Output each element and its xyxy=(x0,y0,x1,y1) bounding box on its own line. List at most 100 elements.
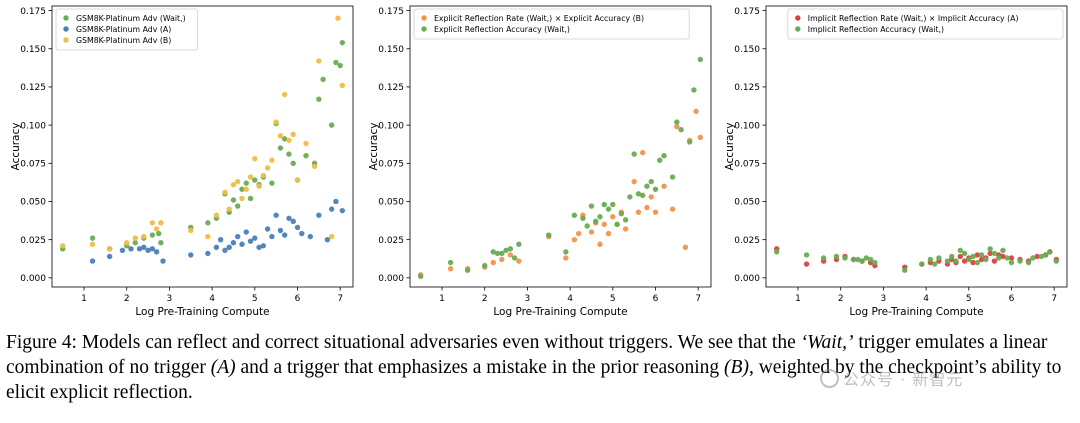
data-point xyxy=(639,149,646,156)
data-point xyxy=(1017,258,1023,264)
data-point xyxy=(546,232,552,238)
caption-text-2: trigger emulates a linear combination of… xyxy=(6,332,1048,378)
y-tick-label: 0.150 xyxy=(378,45,404,55)
data-point xyxy=(316,96,322,102)
data-point xyxy=(447,265,454,272)
data-point xyxy=(944,258,951,264)
data-point xyxy=(949,253,955,260)
data-point xyxy=(252,235,258,241)
data-point xyxy=(149,246,156,252)
data-point xyxy=(273,119,279,125)
x-tick-label: 7 xyxy=(1051,294,1057,304)
legend-marker xyxy=(63,26,69,32)
data-point xyxy=(328,233,335,240)
plot-frame xyxy=(51,5,354,288)
data-point xyxy=(563,249,569,255)
data-point xyxy=(239,241,245,247)
data-point xyxy=(290,131,296,137)
legend: Implicit Reflection Rate (Wait,) × Impli… xyxy=(787,8,1064,40)
data-point xyxy=(141,233,147,240)
data-point xyxy=(631,178,637,185)
data-point xyxy=(188,227,194,234)
data-point xyxy=(648,178,654,185)
data-point xyxy=(833,253,840,260)
data-point xyxy=(256,183,262,189)
x-axis-label: Log Pre-Training Compute xyxy=(135,306,269,318)
data-point xyxy=(961,258,968,264)
data-point xyxy=(239,186,245,192)
data-point xyxy=(243,186,249,192)
data-point xyxy=(339,207,346,214)
data-point xyxy=(303,140,309,147)
data-point xyxy=(674,123,680,130)
x-tick-label: 6 xyxy=(653,294,659,304)
data-point xyxy=(669,206,676,212)
data-point xyxy=(563,255,569,261)
data-point xyxy=(978,252,985,258)
y-tick-label: 0.100 xyxy=(20,121,46,131)
data-point xyxy=(601,221,607,228)
data-point xyxy=(693,108,699,115)
data-point xyxy=(222,189,228,196)
data-point xyxy=(286,137,292,144)
x-tick-label: 3 xyxy=(881,294,887,304)
data-point xyxy=(499,256,505,263)
y-tick-label: 0.150 xyxy=(734,45,760,55)
data-point xyxy=(652,209,659,215)
y-tick-label: 0.025 xyxy=(378,236,404,246)
legend-marker xyxy=(795,26,801,32)
legend-marker xyxy=(421,26,427,32)
data-point xyxy=(153,249,160,255)
y-tick-label: 0.050 xyxy=(20,198,46,208)
data-point xyxy=(631,151,637,157)
data-point xyxy=(682,244,689,250)
data-point xyxy=(872,259,878,266)
caption-label: Figure 4: xyxy=(6,332,77,353)
y-tick-label: 0.125 xyxy=(734,83,760,93)
data-point xyxy=(124,240,130,246)
data-point xyxy=(1034,253,1040,260)
data-point xyxy=(106,253,113,260)
y-tick-label: 0.000 xyxy=(378,274,404,284)
data-point xyxy=(597,214,603,220)
data-point xyxy=(635,191,642,197)
data-point xyxy=(1000,247,1006,254)
wechat-logo-icon xyxy=(820,369,839,388)
data-point xyxy=(978,256,985,263)
data-point xyxy=(149,220,156,226)
data-point xyxy=(141,244,147,250)
x-tick-label: 4 xyxy=(567,294,573,304)
x-axis-label: Log Pre-Training Compute xyxy=(849,306,983,318)
data-point xyxy=(936,255,942,261)
data-point xyxy=(286,151,292,157)
x-tick-label: 3 xyxy=(525,294,531,304)
data-point xyxy=(316,212,322,218)
x-tick-label: 2 xyxy=(482,294,488,304)
data-point xyxy=(803,252,810,258)
data-point xyxy=(820,255,827,261)
data-point xyxy=(188,252,194,258)
data-point xyxy=(803,261,810,267)
watermark: 公众号 · 新智元 xyxy=(820,366,963,390)
data-point xyxy=(1008,259,1015,266)
data-point xyxy=(902,267,908,273)
data-point xyxy=(281,91,288,98)
data-point xyxy=(222,247,228,254)
y-tick-label: 0.075 xyxy=(378,159,404,169)
series-1 xyxy=(59,39,346,252)
data-point xyxy=(230,181,237,188)
data-point xyxy=(149,232,156,238)
y-tick-label: 0.000 xyxy=(20,274,46,284)
data-point xyxy=(252,177,258,183)
chart-panel-1: 1 2 3 4 5 6 7 0.000 0.025 0.050 0.075 0.100 0.125 0.1… xyxy=(10,5,354,318)
data-point xyxy=(516,258,522,264)
data-point xyxy=(697,56,704,63)
series-1 xyxy=(773,246,1060,270)
data-point xyxy=(593,218,599,225)
data-point xyxy=(281,136,288,142)
data-point xyxy=(584,223,590,229)
legend-box xyxy=(787,8,1064,40)
data-point xyxy=(644,204,650,211)
series-3 xyxy=(59,15,346,252)
data-point xyxy=(511,255,518,261)
